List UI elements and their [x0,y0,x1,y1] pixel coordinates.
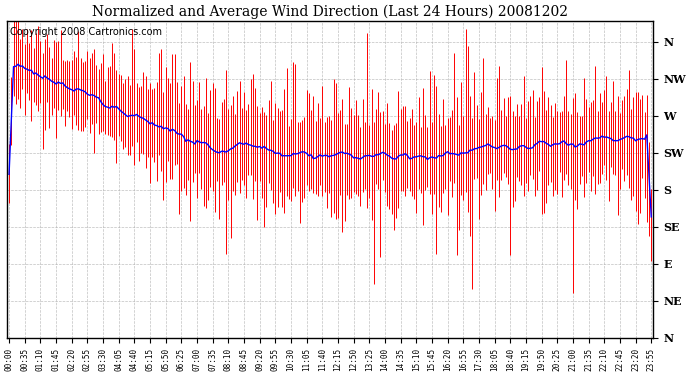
Text: Copyright 2008 Cartronics.com: Copyright 2008 Cartronics.com [10,27,162,38]
Title: Normalized and Average Wind Direction (Last 24 Hours) 20081202: Normalized and Average Wind Direction (L… [92,4,568,18]
